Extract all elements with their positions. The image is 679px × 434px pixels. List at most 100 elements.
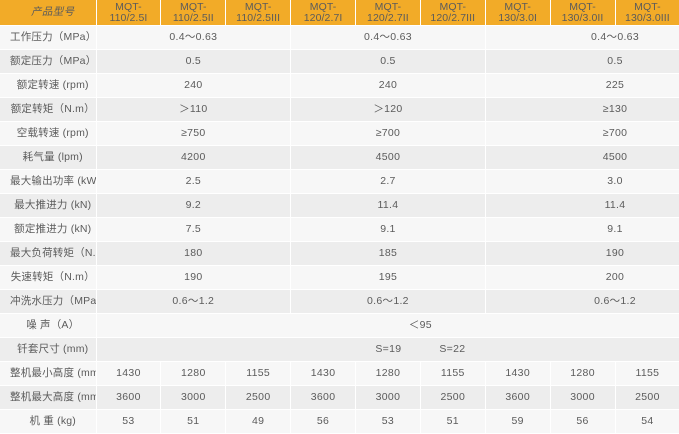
- row-value-group: 190: [485, 242, 679, 266]
- row-value-group: 3.0: [485, 170, 679, 194]
- row-value-group: 0.5: [96, 50, 291, 74]
- row-value-cell: 51: [420, 410, 485, 434]
- sleeve-size-2: S=22: [439, 343, 465, 355]
- column-header-3: MQT- 120/2.7I: [291, 0, 356, 26]
- table-row: 机 重 (kg)53514956535159565454: [0, 410, 679, 434]
- row-value-group: 200: [485, 266, 679, 290]
- row-value-group: 11.4: [485, 194, 679, 218]
- model-suffix: 110/2.5I: [97, 13, 161, 24]
- model-prefix: MQT-: [616, 2, 679, 13]
- row-label: 额定转速 (rpm): [0, 74, 96, 98]
- model-suffix: 120/2.7III: [421, 13, 485, 24]
- row-label: 工作压力（MPa）: [0, 26, 96, 50]
- row-value-group: 2.5: [96, 170, 291, 194]
- model-prefix: MQT-: [97, 2, 161, 13]
- row-value-cell: 1280: [356, 362, 421, 386]
- header-row: 产品型号 MQT- 110/2.5I MQT- 110/2.5II MQT- 1…: [0, 0, 679, 26]
- row-value-cell: 1430: [291, 362, 356, 386]
- row-value-cell: 2500: [420, 386, 485, 410]
- row-value-group: ≥700: [291, 122, 486, 146]
- row-value-group: 0.6～1.2: [96, 290, 291, 314]
- row-value-group: 195: [291, 266, 486, 290]
- row-value-group: 0.5: [291, 50, 486, 74]
- model-suffix: 120/2.7II: [356, 13, 420, 24]
- header-title-cell: 产品型号: [0, 0, 96, 26]
- column-header-8: MQT- 130/3.0III: [615, 0, 679, 26]
- model-prefix: MQT-: [486, 2, 550, 13]
- row-value-cell: 3000: [161, 386, 226, 410]
- table-header: 产品型号 MQT- 110/2.5I MQT- 110/2.5II MQT- 1…: [0, 0, 679, 26]
- row-value-cell: 3600: [485, 386, 550, 410]
- model-suffix: 110/2.5III: [226, 13, 290, 24]
- row-value-cell: 2500: [226, 386, 291, 410]
- row-value-cell: 54: [615, 410, 679, 434]
- row-label: 失速转矩（N.m）: [0, 266, 96, 290]
- row-value-span-all: ＜95: [96, 314, 679, 338]
- row-value-group: 0.4～0.63: [485, 26, 679, 50]
- model-suffix: 120/2.7I: [291, 13, 355, 24]
- column-header-6: MQT- 130/3.0I: [485, 0, 550, 26]
- row-value-group: 2.7: [291, 170, 486, 194]
- row-value-cell: 1430: [485, 362, 550, 386]
- row-value-group: 7.5: [96, 218, 291, 242]
- row-value-cell: 53: [96, 410, 161, 434]
- row-value-group: ≥700: [485, 122, 679, 146]
- row-value-group: 240: [291, 74, 486, 98]
- row-value-group: 185: [291, 242, 486, 266]
- row-value-group: 0.4～0.63: [291, 26, 486, 50]
- row-value-cell: 56: [550, 410, 615, 434]
- row-label: 整机最小高度 (mm): [0, 362, 96, 386]
- row-value-group: 9.1: [485, 218, 679, 242]
- row-value-group: 225: [485, 74, 679, 98]
- model-suffix: 130/3.0II: [551, 13, 615, 24]
- row-value-group: 240: [96, 74, 291, 98]
- row-value-group: 180: [96, 242, 291, 266]
- table-row: 空载转速 (rpm)≥750≥700≥700: [0, 122, 679, 146]
- row-value-cell: 49: [226, 410, 291, 434]
- row-value-cell: 51: [161, 410, 226, 434]
- row-value-group: 0.4～0.63: [96, 26, 291, 50]
- row-value-cell: 1155: [420, 362, 485, 386]
- row-value-group: 4500: [485, 146, 679, 170]
- model-suffix: 130/3.0III: [616, 13, 679, 24]
- column-header-7: MQT- 130/3.0II: [550, 0, 615, 26]
- model-prefix: MQT-: [291, 2, 355, 13]
- row-value-cell: 1155: [226, 362, 291, 386]
- model-suffix: 110/2.5II: [161, 13, 225, 24]
- row-value-group: 0.6～1.2: [291, 290, 486, 314]
- model-prefix: MQT-: [226, 2, 290, 13]
- row-label: 最大负荷转矩（N.m）: [0, 242, 96, 266]
- row-value-group: 0.5: [485, 50, 679, 74]
- row-label: 钎套尺寸 (mm): [0, 338, 96, 362]
- row-label: 最大推进力 (kN): [0, 194, 96, 218]
- model-suffix: 130/3.0I: [486, 13, 550, 24]
- row-value-cell: 53: [356, 410, 421, 434]
- row-value-group: 9.1: [291, 218, 486, 242]
- row-value-group: 4500: [291, 146, 486, 170]
- row-value-group: 4200: [96, 146, 291, 170]
- model-prefix: MQT-: [421, 2, 485, 13]
- row-value-group: 190: [96, 266, 291, 290]
- row-label: 冲洗水压力（MPa）: [0, 290, 96, 314]
- table-row: 额定转矩（N.m）＞110＞120≥130: [0, 98, 679, 122]
- row-value-cell: 56: [291, 410, 356, 434]
- column-header-4: MQT- 120/2.7II: [356, 0, 421, 26]
- row-label: 耗气量 (lpm): [0, 146, 96, 170]
- row-label: 额定压力（MPa）: [0, 50, 96, 74]
- row-value-group: ＞110: [96, 98, 291, 122]
- model-prefix: MQT-: [356, 2, 420, 13]
- row-value-group: 11.4: [291, 194, 486, 218]
- row-label: 额定推进力 (kN): [0, 218, 96, 242]
- row-value-cell: 3600: [96, 386, 161, 410]
